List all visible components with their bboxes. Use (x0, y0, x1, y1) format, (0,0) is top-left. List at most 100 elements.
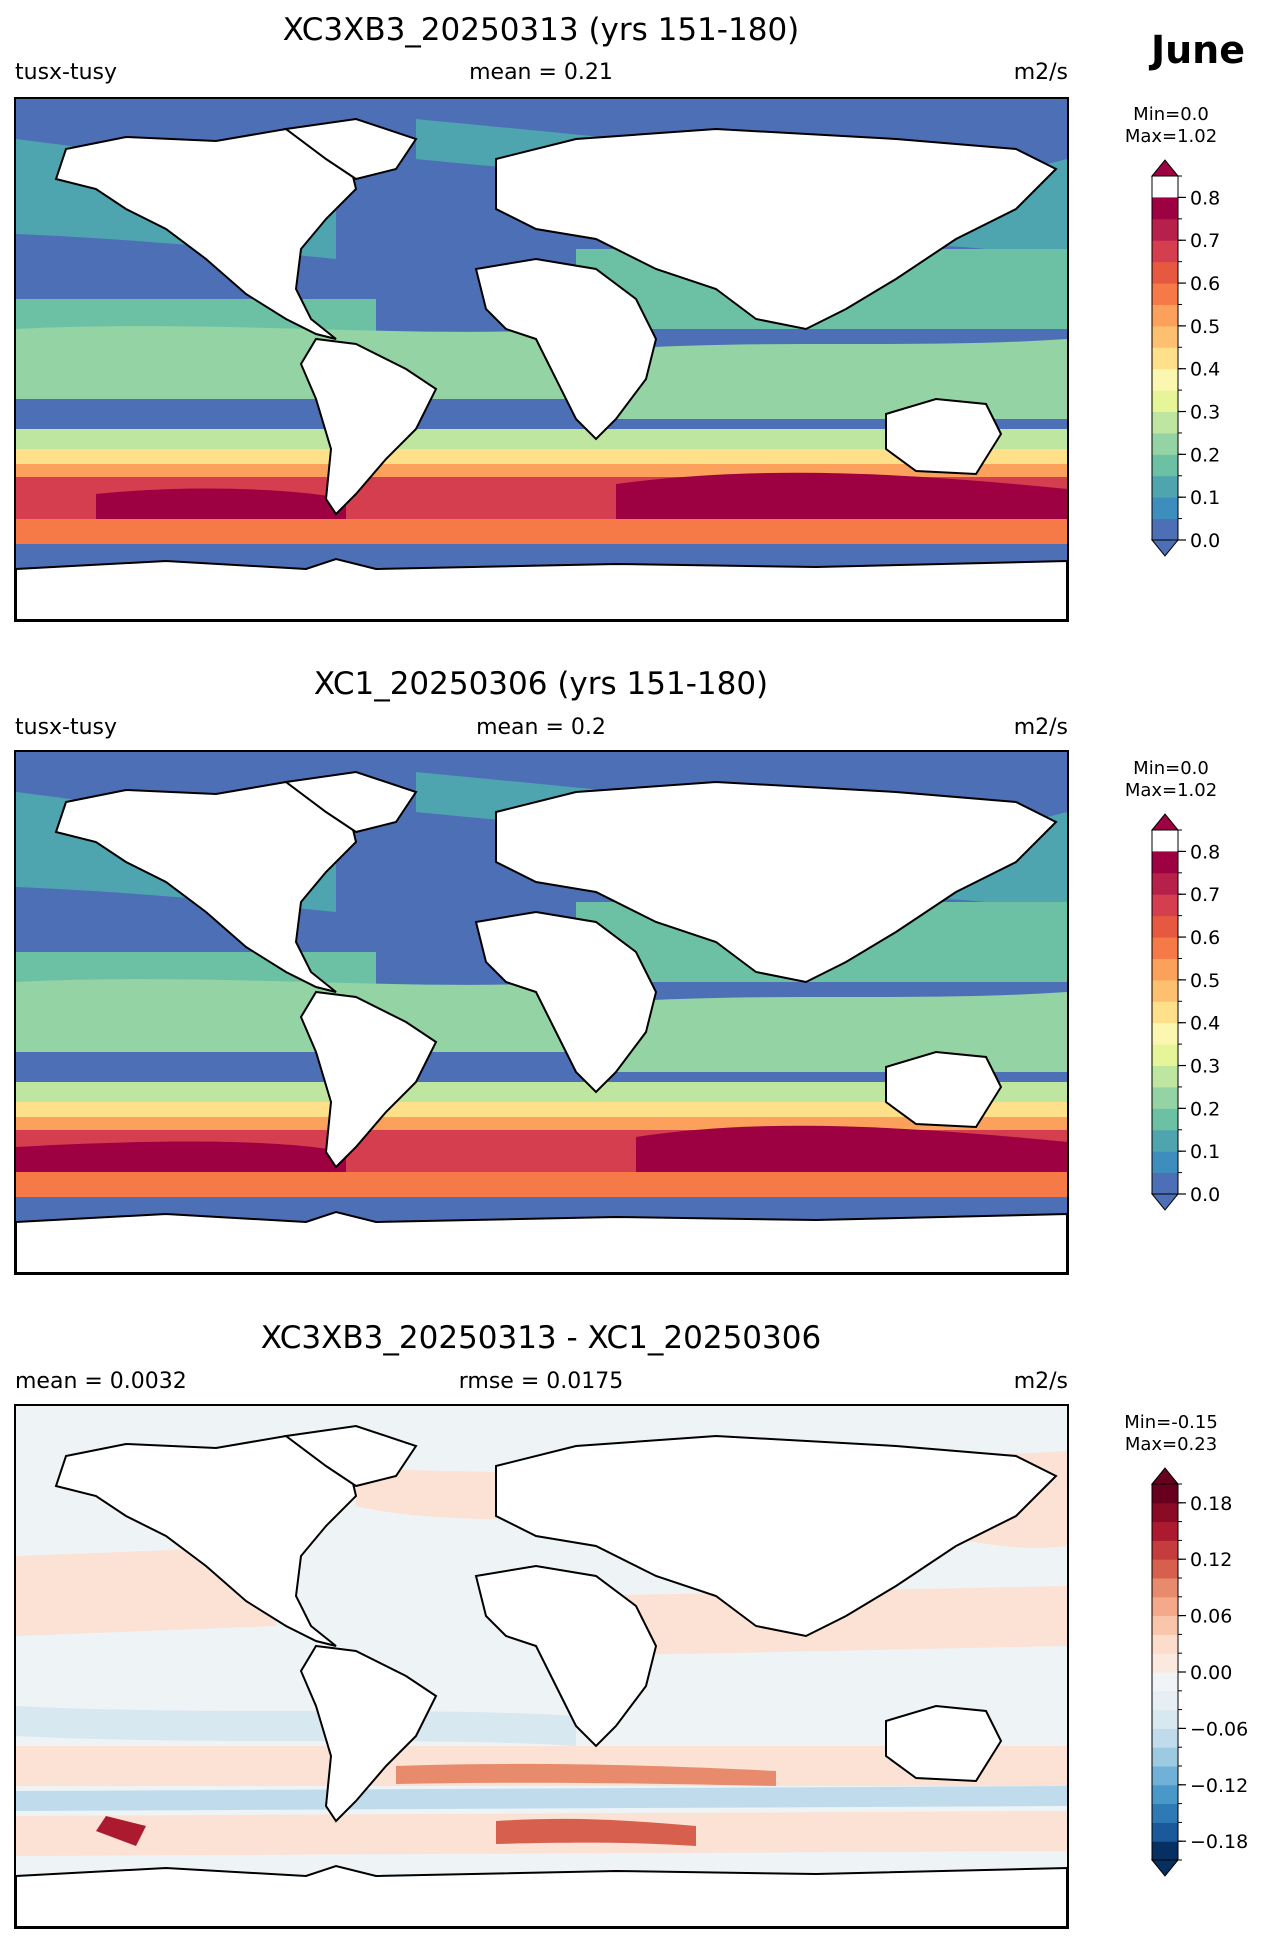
colorbar-segment (1152, 218, 1178, 241)
panel-1-map-plot (16, 99, 1067, 620)
panel-3-title: XC3XB3_20250313 - XC1_20250306 (260, 1320, 822, 1356)
colorbar-tick-label: −0.18 (1190, 1831, 1248, 1853)
panel-1-max-label: Max=1.02 (1124, 126, 1218, 147)
colorbar-tick-label: −0.06 (1190, 1718, 1248, 1740)
indian-ocean-band (616, 992, 1067, 1072)
colorbar-tick-label: 0.7 (1190, 884, 1220, 906)
panel-3-colorbar: −0.18 −0.12 −0.06 0.00 0.06 0.12 0.18 (1150, 1466, 1270, 1886)
colorbar-segment (1152, 872, 1178, 895)
colorbar-segment (1152, 1634, 1178, 1654)
colorbar-segment (1152, 1484, 1178, 1504)
colorbar-extend-min (1150, 539, 1180, 557)
colorbar-segment (1152, 1578, 1178, 1598)
panel-3-units-label: m2/s (1013, 1369, 1068, 1394)
colorbar-tick-label: 0.3 (1190, 402, 1220, 424)
continents (16, 117, 1067, 620)
colorbar-segment (1152, 497, 1178, 520)
colorbar-tick-label: 0.6 (1190, 273, 1220, 295)
southern-indian-hotspot (496, 1818, 696, 1846)
panel-1-variable-label: tusx-tusy (15, 60, 118, 85)
tropical-band-mid (16, 979, 576, 1052)
colorbar-segment (1152, 518, 1178, 541)
south-america (299, 990, 438, 1169)
colorbar-extend-min (1150, 1859, 1180, 1877)
colorbar-segment (1152, 1108, 1178, 1131)
colorbar-segment (1152, 1065, 1178, 1088)
southern-strong-positive (396, 1763, 776, 1786)
colorbar-extend-max (1150, 159, 1180, 177)
colorbar-segment (1152, 1521, 1178, 1541)
colorbar-segment (1152, 1086, 1178, 1109)
greenland (283, 1424, 418, 1488)
colorbar-segment (1152, 432, 1178, 455)
colorbar-tick-label: 0.12 (1190, 1549, 1232, 1571)
panel-2-map (14, 750, 1069, 1275)
panel-3-map-plot (16, 1406, 1067, 1927)
indian-ocean-band (616, 339, 1067, 419)
panel-2-title: XC1_20250306 (yrs 151-180) (313, 666, 769, 702)
colorbar-segment (1152, 1001, 1178, 1024)
panel-2-colorbar-svg: 0.0 0.1 0.2 0.3 0.4 0.5 0.6 0.7 0.8 (1150, 813, 1220, 1211)
colorbar-segment (1152, 304, 1178, 327)
panel-1-title: XC3XB3_20250313 (yrs 151-180) (282, 12, 800, 48)
panel-3-max-label: Max=0.23 (1124, 1434, 1218, 1455)
africa (474, 1564, 658, 1748)
tropical-band-mid (16, 326, 576, 399)
month-title: June (1150, 28, 1246, 72)
colorbar-frame (1151, 829, 1179, 1195)
greenland (283, 117, 418, 181)
colorbar-tick-label: 0.2 (1190, 444, 1220, 466)
panel-3-map (14, 1404, 1069, 1929)
colorbar-segment (1152, 1615, 1178, 1635)
australia (885, 1704, 1003, 1783)
colorbar-segment (1152, 411, 1178, 434)
southern-negative-band (16, 1706, 576, 1746)
continents (16, 1424, 1067, 1927)
colorbar-segment (1152, 1690, 1178, 1711)
colorbar-tick-label: 0.4 (1190, 359, 1220, 381)
colorbar-segment (1152, 1728, 1178, 1748)
panel-1-mean-label: mean = 0.21 (469, 60, 613, 85)
southern-negative-strip (16, 1786, 1067, 1811)
panel-2-colorbar: 0.0 0.1 0.2 0.3 0.4 0.5 0.6 0.7 0.8 (1150, 812, 1260, 1214)
colorbar-segment (1152, 894, 1178, 917)
colorbar-segment (1152, 1022, 1178, 1045)
colorbar-segment (1152, 1709, 1178, 1729)
colorbar-tick-label: 0.5 (1190, 316, 1220, 338)
colorbar-frame (1151, 175, 1179, 541)
continents (16, 770, 1067, 1273)
colorbar-tick-label: 0.06 (1190, 1606, 1232, 1628)
panel-2-map-plot (16, 752, 1067, 1273)
colorbar-segment (1152, 1596, 1178, 1617)
colorbar-segment (1152, 1822, 1178, 1842)
south-america (299, 337, 438, 516)
colorbar-extend-max (1150, 1467, 1180, 1485)
colorbar-tick-label: −0.12 (1190, 1775, 1248, 1797)
colorbar-tick-label: 0.1 (1190, 487, 1220, 509)
colorbar-segment (1152, 475, 1178, 498)
colorbar-extend-max (1150, 813, 1180, 831)
colorbar-tick-label: 0.8 (1190, 841, 1220, 863)
colorbar-tick-label: 0.7 (1190, 230, 1220, 252)
southern-jet-core-east (636, 1125, 1067, 1180)
colorbar-segment (1152, 1841, 1178, 1861)
colorbar-segment (1152, 283, 1178, 305)
colorbar-segment (1152, 1129, 1178, 1152)
panel-1-min-label: Min=0.0 (1133, 104, 1209, 125)
panel-3-min-label: Min=-0.15 (1124, 1412, 1218, 1433)
colorbar-segment (1152, 1803, 1178, 1823)
panel-2-variable-label: tusx-tusy (15, 715, 118, 740)
panel-3-rmse-label: rmse = 0.0175 (458, 1369, 624, 1394)
colorbar-segment (1152, 979, 1178, 1002)
southern-jet-core-east (616, 472, 1067, 527)
africa (474, 910, 658, 1094)
antarctica (16, 1864, 1067, 1927)
colorbar-tick-label: 0.0 (1190, 530, 1220, 552)
colorbar-segment (1152, 1044, 1178, 1067)
colorbar-segment (1152, 851, 1178, 874)
colorbar-tick-label: 0.4 (1190, 1013, 1220, 1035)
antarctica (16, 557, 1067, 620)
panel-2-units-label: m2/s (1013, 715, 1068, 740)
australia (885, 397, 1003, 476)
colorbar-tick-label: 0.18 (1190, 1493, 1232, 1515)
